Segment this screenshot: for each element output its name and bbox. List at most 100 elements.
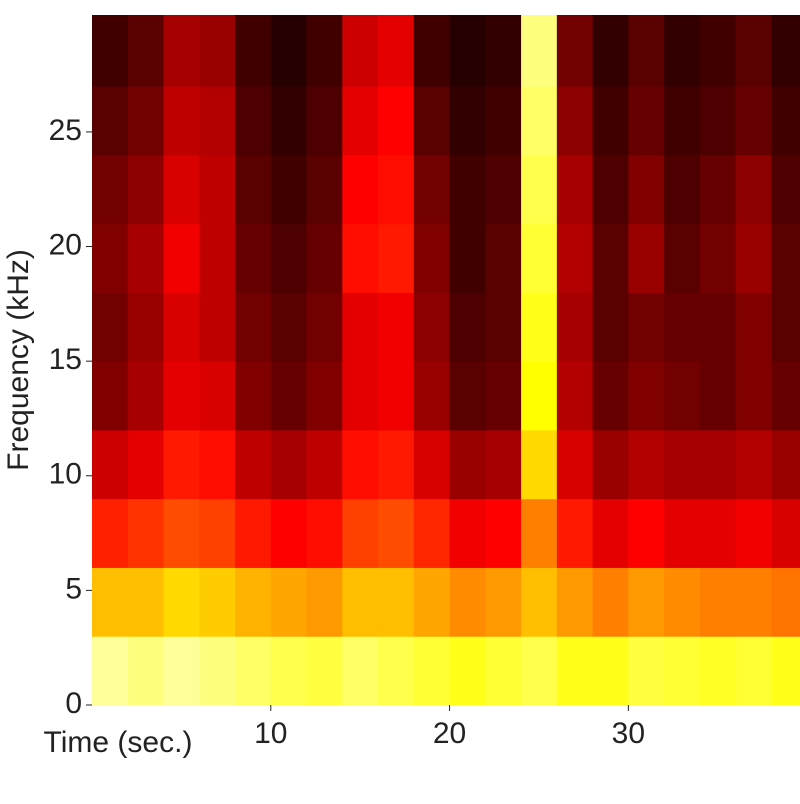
heat-cell bbox=[771, 223, 800, 293]
heat-cell bbox=[735, 223, 772, 293]
heat-cell bbox=[449, 223, 486, 293]
heat-cell bbox=[664, 86, 701, 156]
heat-cell bbox=[199, 292, 236, 362]
heat-cell bbox=[92, 429, 129, 500]
heat-cell bbox=[485, 154, 522, 225]
heat-cell bbox=[127, 292, 165, 362]
heat-cell bbox=[556, 498, 594, 568]
heat-cell bbox=[163, 292, 200, 362]
heat-cell bbox=[199, 86, 236, 156]
heat-cell bbox=[270, 223, 308, 293]
heat-cell bbox=[521, 498, 558, 568]
heat-cell bbox=[413, 15, 451, 87]
heat-cell bbox=[413, 567, 451, 637]
heat-cell bbox=[592, 292, 629, 362]
heat-cell bbox=[163, 86, 200, 156]
heat-cell bbox=[521, 636, 558, 706]
heat-cell bbox=[235, 429, 272, 500]
heat-cell bbox=[735, 361, 772, 431]
heat-cell bbox=[556, 86, 594, 156]
heat-cell bbox=[485, 361, 522, 431]
heat-cell bbox=[449, 15, 486, 87]
heat-cell bbox=[485, 429, 522, 500]
y-tick-label: 20 bbox=[49, 228, 82, 261]
heat-cell bbox=[92, 154, 129, 225]
heat-cell bbox=[270, 636, 308, 706]
y-axis-label: Frequency (kHz) bbox=[2, 249, 35, 471]
heat-cell bbox=[270, 154, 308, 225]
heat-cell bbox=[342, 86, 379, 156]
heat-cell bbox=[449, 292, 486, 362]
x-tick-label: 30 bbox=[612, 717, 645, 750]
heat-cell bbox=[92, 567, 129, 637]
heat-cell bbox=[556, 15, 594, 87]
heat-cell bbox=[378, 498, 415, 568]
heat-cell bbox=[699, 567, 737, 637]
heat-cell bbox=[735, 429, 772, 500]
heat-cell bbox=[127, 361, 165, 431]
heat-cell bbox=[306, 567, 343, 637]
heat-cell bbox=[127, 429, 165, 500]
heat-cell bbox=[92, 223, 129, 293]
heat-cell bbox=[592, 636, 629, 706]
heat-cell bbox=[485, 15, 522, 87]
heat-cell bbox=[413, 223, 451, 293]
heat-cell bbox=[699, 15, 737, 87]
heat-cell bbox=[485, 636, 522, 706]
heat-cell bbox=[92, 86, 129, 156]
heat-cell bbox=[270, 15, 308, 87]
heat-cell bbox=[556, 361, 594, 431]
heat-cell bbox=[485, 292, 522, 362]
heat-cell bbox=[127, 86, 165, 156]
heat-cell bbox=[163, 429, 200, 500]
heat-cell bbox=[270, 292, 308, 362]
heat-cell bbox=[771, 361, 800, 431]
heat-cell bbox=[592, 567, 629, 637]
heat-cell bbox=[342, 361, 379, 431]
heat-cell bbox=[163, 567, 200, 637]
heat-cell bbox=[735, 86, 772, 156]
heat-cell bbox=[235, 223, 272, 293]
heat-cell bbox=[521, 223, 558, 293]
heat-cell bbox=[235, 86, 272, 156]
heat-cell bbox=[92, 292, 129, 362]
heat-cell bbox=[485, 86, 522, 156]
heat-cell bbox=[449, 636, 486, 706]
heat-cell bbox=[199, 154, 236, 225]
heat-cell bbox=[592, 223, 629, 293]
heat-cell bbox=[771, 86, 800, 156]
heat-cell bbox=[306, 498, 343, 568]
heat-cell bbox=[556, 223, 594, 293]
heat-cell bbox=[306, 292, 343, 362]
heat-cell bbox=[342, 292, 379, 362]
y-tick-label: 10 bbox=[49, 458, 82, 491]
heat-cell bbox=[592, 86, 629, 156]
heat-cell bbox=[628, 636, 665, 706]
heat-cell bbox=[771, 498, 800, 568]
heat-cell bbox=[235, 636, 272, 706]
heat-cell bbox=[270, 498, 308, 568]
heat-cell bbox=[413, 429, 451, 500]
heat-cell bbox=[735, 567, 772, 637]
heat-cell bbox=[199, 498, 236, 568]
heat-cell bbox=[306, 86, 343, 156]
heat-cell bbox=[92, 636, 129, 706]
heat-cell bbox=[92, 498, 129, 568]
heat-cell bbox=[592, 154, 629, 225]
heat-cell bbox=[735, 154, 772, 225]
heat-cell bbox=[521, 15, 558, 87]
heat-cell bbox=[521, 292, 558, 362]
heat-cell bbox=[378, 429, 415, 500]
heat-cell bbox=[521, 154, 558, 225]
heat-cell bbox=[342, 429, 379, 500]
heat-cell bbox=[199, 15, 236, 87]
heat-cell bbox=[592, 429, 629, 500]
heat-cell bbox=[628, 15, 665, 87]
heat-cell bbox=[235, 15, 272, 87]
y-tick-label: 5 bbox=[65, 572, 82, 605]
heat-cell bbox=[735, 15, 772, 87]
heat-cell bbox=[413, 292, 451, 362]
heat-cell bbox=[664, 636, 701, 706]
